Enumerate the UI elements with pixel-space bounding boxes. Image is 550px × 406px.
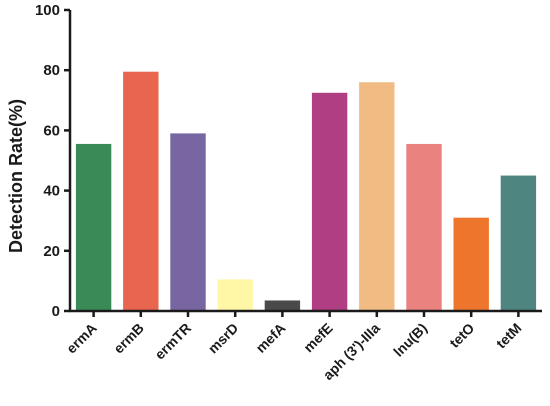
y-tick-label: 60 xyxy=(43,122,60,139)
x-tick-label: tetO xyxy=(446,320,477,351)
x-tick-label: mefA xyxy=(252,320,288,356)
x-tick-label: tetM xyxy=(493,320,525,352)
y-axis-title: Detection Rate(%) xyxy=(6,99,26,253)
bar-mefe xyxy=(311,92,348,311)
y-tick-label: 40 xyxy=(43,183,60,200)
y-tick-label: 20 xyxy=(43,243,60,260)
bar-aph-3-iiia xyxy=(359,82,395,312)
bar-ermtr xyxy=(170,133,206,311)
y-tick-label: 0 xyxy=(52,303,60,320)
y-tick-label: 100 xyxy=(35,2,60,19)
y-tick-label: 80 xyxy=(43,62,60,79)
x-tick-label: ermTR xyxy=(151,320,194,363)
bar-ermb xyxy=(123,71,159,311)
bar-tetm xyxy=(500,175,537,311)
bars-group xyxy=(75,71,537,312)
x-tick-label: ermA xyxy=(63,320,100,357)
x-tick-label: mefE xyxy=(300,320,336,356)
y-axis: 0 20 40 60 80 100 xyxy=(35,2,72,320)
x-tick-label: ermB xyxy=(110,320,147,357)
bar-erma xyxy=(75,143,112,311)
x-tick-label: lnu(B) xyxy=(390,320,430,360)
bar-lnu-b- xyxy=(406,143,442,311)
bar-teto xyxy=(453,217,489,311)
x-tick-label: msrD xyxy=(205,320,242,357)
bar-mefa xyxy=(264,300,301,311)
bar-msrd xyxy=(217,279,253,311)
